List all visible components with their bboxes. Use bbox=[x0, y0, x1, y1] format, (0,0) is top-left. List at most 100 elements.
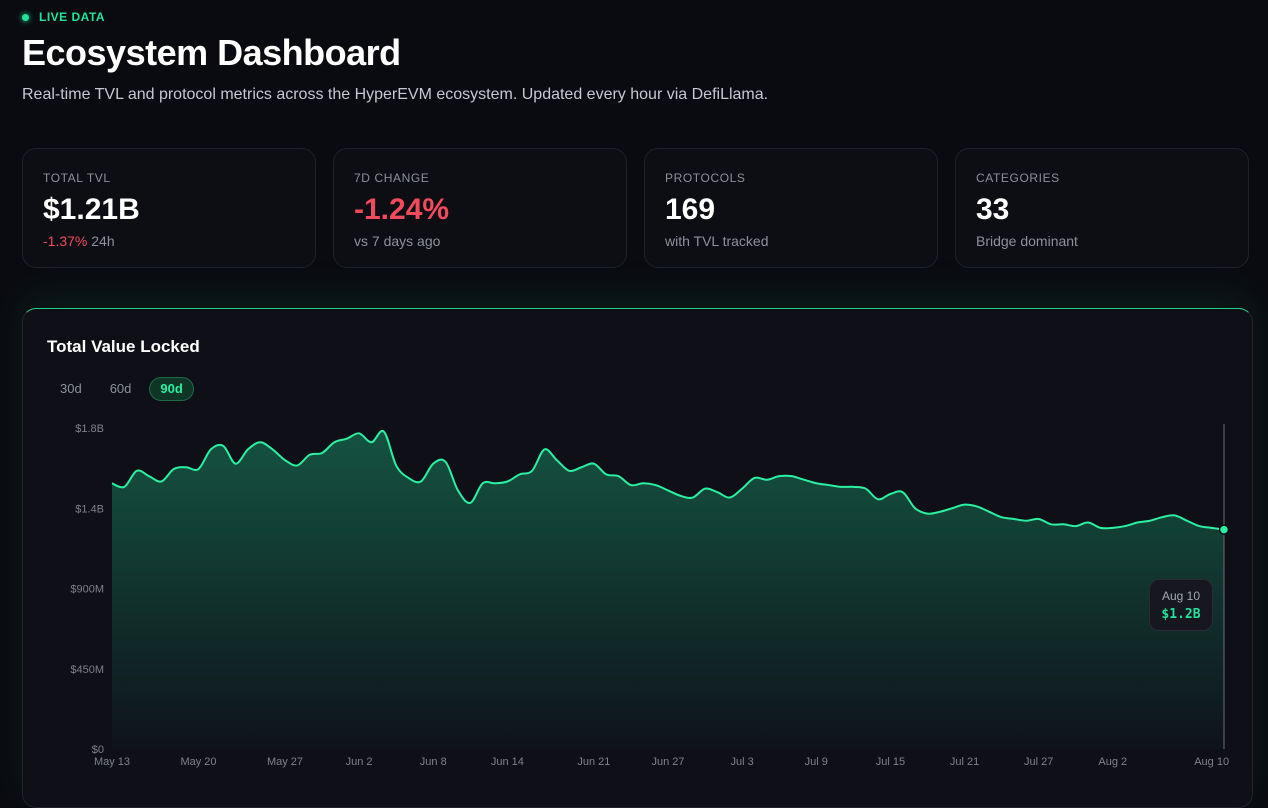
tvl-data-point bbox=[1048, 521, 1054, 527]
tvl-data-point bbox=[1085, 520, 1091, 526]
tvl-data-point bbox=[529, 468, 535, 474]
tvl-data-point bbox=[443, 459, 449, 465]
live-dot-icon bbox=[22, 13, 29, 21]
tvl-data-point bbox=[541, 446, 547, 452]
x-tick-label: May 20 bbox=[180, 756, 216, 768]
tvl-data-point bbox=[294, 462, 300, 468]
stat-sub-text: vs 7 days ago bbox=[354, 233, 441, 249]
live-label: LIVE DATA bbox=[39, 10, 106, 24]
tvl-data-point bbox=[307, 452, 313, 458]
tvl-data-point bbox=[714, 489, 720, 495]
tvl-data-point bbox=[282, 457, 288, 463]
stat-card-protocols: PROTOCOLS 169 with TVL tracked bbox=[644, 148, 938, 268]
y-tick-label: $0 bbox=[92, 744, 104, 756]
tvl-data-point bbox=[1073, 523, 1079, 529]
tvl-area bbox=[112, 430, 1224, 749]
tvl-data-point bbox=[1209, 525, 1215, 531]
x-tick-label: May 27 bbox=[267, 756, 303, 768]
chart-title: Total Value Locked bbox=[47, 337, 200, 356]
stat-label: 7D CHANGE bbox=[354, 171, 430, 185]
tvl-data-point bbox=[344, 436, 350, 442]
chart-tooltip: Aug 10 $1.2B bbox=[1149, 579, 1213, 631]
tvl-data-point bbox=[813, 480, 819, 486]
tvl-data-point bbox=[134, 468, 140, 474]
live-indicator: LIVE DATA bbox=[22, 10, 105, 24]
stat-sub: -1.37% 24h bbox=[43, 233, 295, 249]
tvl-data-point bbox=[1159, 514, 1165, 520]
tvl-data-point bbox=[146, 473, 152, 479]
tvl-data-point bbox=[480, 480, 486, 486]
stat-sub-text: with TVL tracked bbox=[665, 233, 769, 249]
x-tick-label: Jul 27 bbox=[1024, 756, 1053, 768]
tvl-data-point bbox=[603, 471, 609, 477]
tvl-data-point bbox=[270, 446, 276, 452]
tvl-data-point bbox=[999, 514, 1005, 520]
tvl-data-point bbox=[492, 480, 498, 486]
tvl-data-point bbox=[751, 475, 757, 481]
tvl-data-point bbox=[974, 503, 980, 509]
x-tick-label: Jun 8 bbox=[420, 756, 447, 768]
range-tab-60d[interactable]: 60d bbox=[109, 381, 132, 396]
tvl-data-point bbox=[801, 477, 807, 483]
y-axis: $0 $450M $900M $1.4B $1.8B bbox=[70, 423, 104, 756]
tvl-data-point bbox=[912, 505, 918, 511]
tvl-data-point bbox=[640, 480, 646, 486]
tvl-data-point bbox=[702, 486, 708, 492]
stat-value: 169 bbox=[665, 193, 716, 226]
tvl-data-point bbox=[245, 446, 251, 452]
x-tick-label: Aug 2 bbox=[1098, 756, 1127, 768]
range-tab-90d[interactable]: 90d bbox=[149, 377, 194, 401]
tvl-data-point bbox=[455, 487, 461, 493]
tooltip-value: $1.2B bbox=[1161, 607, 1201, 622]
y-tick-label: $1.8B bbox=[75, 423, 104, 435]
tvl-chart[interactable]: $0 $450M $900M $1.4B $1.8B May 13 May 20 May 2… bbox=[23, 309, 1252, 799]
tvl-data-point bbox=[356, 430, 362, 436]
tvl-data-point bbox=[616, 473, 622, 479]
tvl-data-point bbox=[776, 473, 782, 479]
tvl-data-point bbox=[665, 487, 671, 493]
stat-value: 33 bbox=[976, 193, 1010, 226]
tvl-data-point bbox=[1036, 516, 1042, 522]
tvl-data-point bbox=[1011, 516, 1017, 522]
tvl-data-point bbox=[628, 482, 634, 488]
stat-label: CATEGORIES bbox=[976, 171, 1060, 185]
tvl-data-point bbox=[937, 509, 943, 515]
tvl-data-point bbox=[467, 500, 473, 506]
range-tabs: 30d 60d 90d bbox=[50, 377, 194, 401]
x-tick-label: Jun 21 bbox=[577, 756, 610, 768]
tvl-data-point bbox=[591, 461, 597, 467]
tvl-data-point bbox=[517, 471, 523, 477]
tvl-data-point bbox=[554, 457, 560, 463]
stat-value: -1.24% bbox=[354, 193, 450, 226]
page-subtitle: Real-time TVL and protocol metrics acros… bbox=[22, 86, 769, 103]
stat-sub-text: Bridge dominant bbox=[976, 233, 1078, 249]
tvl-data-point bbox=[183, 464, 189, 470]
tvl-data-point bbox=[1184, 518, 1190, 524]
tvl-data-point bbox=[677, 493, 683, 499]
tvl-data-point bbox=[171, 466, 177, 472]
tvl-data-point bbox=[739, 486, 745, 492]
tvl-data-point bbox=[158, 479, 164, 485]
tvl-data-point bbox=[949, 505, 955, 511]
tvl-data-point bbox=[1196, 523, 1202, 529]
x-tick-label: Jun 27 bbox=[651, 756, 684, 768]
tvl-data-point bbox=[1147, 518, 1153, 524]
range-tab-30d[interactable]: 30d bbox=[60, 381, 82, 396]
tvl-data-point bbox=[826, 482, 832, 488]
stat-sub-text: 24h bbox=[91, 233, 115, 249]
tvl-data-point bbox=[863, 486, 869, 492]
page-title: Ecosystem Dashboard bbox=[22, 32, 401, 73]
tvl-data-point bbox=[1097, 525, 1103, 531]
tvl-data-point bbox=[1060, 521, 1066, 527]
x-tick-label: Jul 15 bbox=[876, 756, 905, 768]
tvl-data-point bbox=[1172, 512, 1178, 518]
tvl-chart-panel: Total Value Locked 30d 60d 90d $0 $450M $9… bbox=[22, 308, 1253, 808]
tvl-data-point bbox=[121, 484, 127, 490]
tvl-data-point bbox=[875, 496, 881, 502]
y-tick-label: $1.4B bbox=[75, 503, 104, 515]
tvl-data-point bbox=[319, 450, 325, 456]
x-tick-label: May 13 bbox=[94, 756, 130, 768]
tvl-data-point bbox=[257, 439, 263, 445]
x-tick-label: Jun 2 bbox=[346, 756, 373, 768]
stat-card-categories: CATEGORIES 33 Bridge dominant bbox=[955, 148, 1249, 268]
